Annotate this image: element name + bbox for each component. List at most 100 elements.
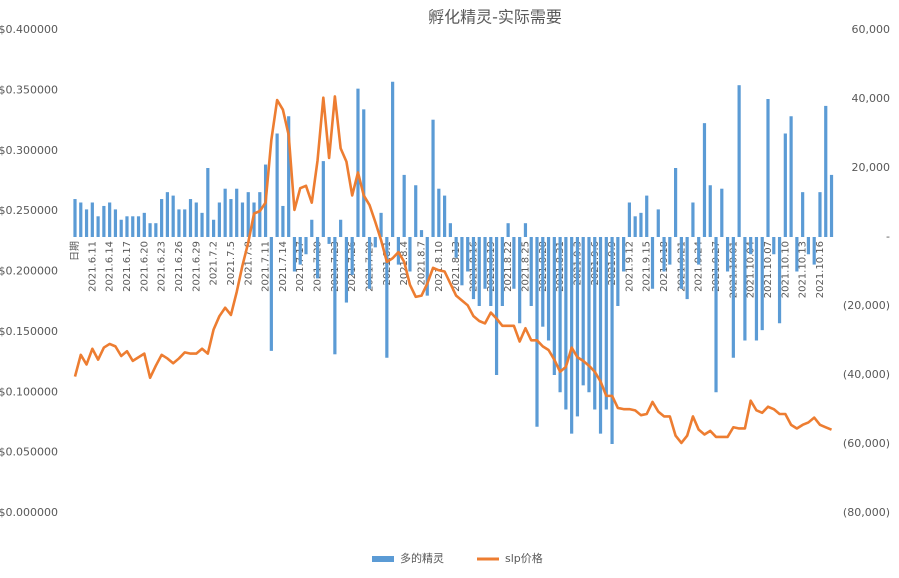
bar (593, 237, 597, 410)
y2-tick-label: 20,000 (852, 161, 891, 174)
bar (448, 223, 452, 237)
bar (327, 237, 331, 244)
bar (154, 223, 158, 237)
bar (437, 188, 441, 237)
bar (685, 237, 689, 300)
y2-tick-label: 60,000 (852, 23, 891, 36)
bar (650, 237, 655, 289)
bar (90, 202, 94, 237)
bar (298, 237, 302, 265)
line (73, 95, 833, 445)
bar (656, 209, 660, 237)
bar (564, 237, 568, 410)
bar (541, 237, 545, 327)
bar (662, 237, 666, 272)
y-tick-label: $0.350000 (0, 83, 58, 96)
x-tick-label: 2021.6.26 (174, 241, 185, 292)
y-tick-label: $0.250000 (0, 204, 58, 217)
bar (518, 237, 522, 324)
x-tick-label: 2021.8.22 (503, 241, 514, 292)
bar (812, 237, 816, 265)
y-tick-label: $0.400000 (0, 23, 58, 36)
bar (546, 237, 551, 341)
bar (708, 185, 712, 237)
bar (691, 202, 695, 237)
bar (512, 237, 516, 289)
bar (829, 174, 834, 237)
bar (246, 192, 250, 237)
bar (223, 188, 227, 237)
bar (818, 192, 822, 237)
x-tick-label: 2021.7.17 (295, 241, 306, 292)
x-tick-label: 2021.6.17 (122, 241, 133, 292)
x-tick-label: 2021.6.14 (105, 241, 116, 292)
bar (315, 237, 320, 279)
bar (749, 237, 753, 255)
x-tick-label: 2021.10.13 (798, 241, 809, 298)
y2-tick-label: (40,000) (843, 368, 890, 381)
bar (622, 237, 626, 272)
bar (616, 237, 620, 306)
legend-label: 多的精灵 (400, 551, 444, 565)
bar (165, 192, 169, 237)
x-tick-label: 2021.10.04 (746, 241, 757, 298)
bar (73, 199, 77, 237)
bar (506, 223, 510, 237)
bar (385, 237, 389, 358)
bar (777, 237, 782, 324)
bar (466, 237, 470, 272)
bar (523, 223, 528, 237)
bar (240, 202, 245, 237)
bar (702, 123, 707, 237)
bar (113, 209, 118, 237)
bar (310, 219, 314, 237)
legend-label: slp价格 (505, 551, 543, 565)
bar (136, 216, 141, 237)
bar (714, 237, 718, 393)
bar (454, 237, 458, 258)
bar (171, 195, 175, 237)
bar (200, 212, 204, 237)
bar (483, 237, 487, 289)
y2-tick-label: - (886, 230, 890, 243)
x-tick-label: 2021.7.14 (278, 241, 289, 292)
bar (766, 99, 770, 237)
bar (269, 237, 273, 351)
bar (414, 185, 418, 237)
bar (477, 237, 481, 306)
x-tick-label: 2021.9.12 (624, 241, 635, 292)
bar (362, 109, 366, 237)
bar (431, 119, 435, 237)
bar (304, 237, 308, 255)
y-tick-label: $0.150000 (0, 325, 58, 338)
bar (743, 237, 747, 341)
bar (535, 237, 539, 427)
bar (425, 237, 429, 296)
bar (321, 161, 325, 237)
x-tick-label: 2021.6.20 (139, 241, 150, 292)
bar (674, 168, 678, 237)
y-tick-label: $0.200000 (0, 265, 58, 278)
y2-tick-label: (20,000) (843, 299, 890, 312)
y2-tick-label: (60,000) (843, 437, 890, 450)
x-tick-label: 2021.10.07 (763, 241, 774, 298)
x-tick-label: 2021.7.2 (209, 241, 220, 286)
bar (229, 199, 233, 237)
bar (460, 237, 464, 286)
bar (258, 192, 262, 237)
bar (772, 237, 776, 255)
bar (235, 188, 239, 237)
bar (806, 237, 811, 255)
bar (581, 237, 585, 386)
bar (570, 237, 574, 434)
bar (598, 237, 603, 434)
legend-swatch (372, 556, 394, 562)
bar (789, 116, 793, 237)
bar (160, 199, 164, 237)
x-tick-label: 2021.7.5 (226, 241, 237, 286)
bar (217, 202, 221, 237)
bar (281, 205, 285, 237)
x-tick-label: 2021.10.16 (815, 241, 826, 298)
bar (367, 237, 372, 289)
